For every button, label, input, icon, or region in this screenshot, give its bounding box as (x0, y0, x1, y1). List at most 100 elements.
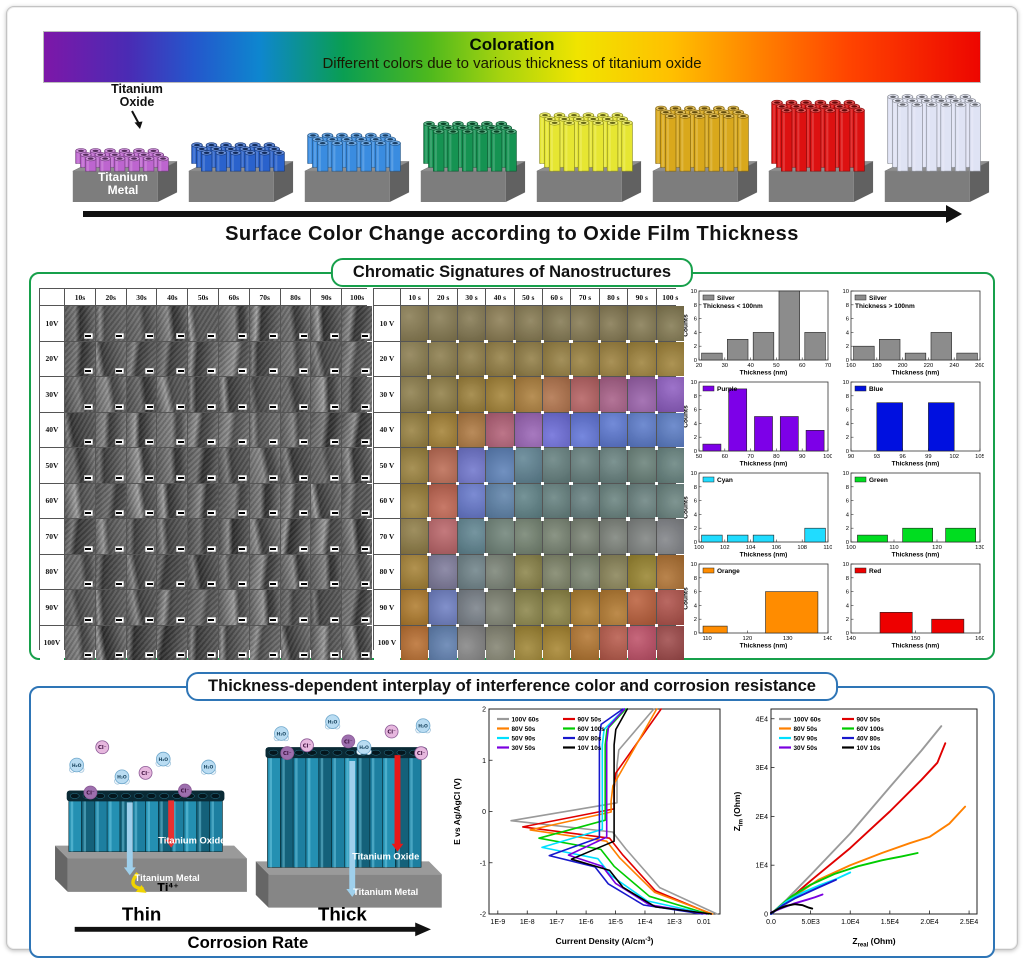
chloride-ion-icon: Cl⁻ (280, 746, 295, 761)
corrosion-illustration: Ti⁴⁺ Titanium Oxide Titanium Metal H₂O H₂O H₂… (55, 714, 442, 950)
grid-marker-dot (569, 588, 573, 592)
svg-text:80V 50s: 80V 50s (794, 726, 818, 733)
polarization-curve-10V-10s (570, 708, 712, 915)
grid-marker-dot (654, 623, 659, 627)
color-cell (484, 623, 514, 660)
sem-cell (126, 341, 157, 376)
svg-text:50V 90s: 50V 90s (794, 735, 818, 742)
svg-text:0: 0 (694, 358, 697, 364)
color-cell (484, 588, 514, 625)
sem-scalebar (114, 474, 124, 481)
sem-cell (188, 590, 218, 625)
color-cell (427, 446, 457, 483)
color-cell (512, 588, 542, 625)
sem-scalebar (268, 332, 278, 339)
sem-cell (249, 625, 280, 660)
sem-scalebar (206, 510, 216, 516)
color-cell (455, 481, 486, 518)
sem-row-header: 30V (40, 377, 64, 412)
sem-cell (311, 412, 342, 447)
svg-text:1.0E4: 1.0E4 (841, 919, 859, 926)
sem-row-header: 20V (40, 341, 64, 376)
color-col-header: 30 s (457, 289, 486, 305)
nyquist-curve-60V-100s (770, 852, 919, 915)
color-row-header: 70 V (374, 519, 400, 554)
sem-scalebar (206, 616, 216, 623)
grid-marker-dot (427, 481, 431, 485)
grid-marker-dot (455, 410, 460, 414)
color-cell (401, 554, 429, 589)
color-cell (427, 588, 457, 625)
svg-text:4: 4 (846, 603, 850, 609)
grid-marker-dot (569, 517, 573, 521)
sem-scalebar (360, 652, 370, 658)
sem-col-header: 60s (218, 289, 249, 305)
sem-cell (157, 483, 188, 518)
sem-cell (249, 412, 280, 447)
svg-text:8: 8 (846, 485, 849, 491)
sem-cell (311, 554, 342, 589)
sem-cell (342, 306, 372, 341)
svg-text:80: 80 (773, 454, 779, 460)
sem-scalebar (360, 368, 370, 374)
sem-cell (95, 306, 126, 341)
banner-title: Coloration (469, 35, 555, 54)
color-cell (626, 481, 656, 518)
svg-text:8: 8 (846, 394, 849, 400)
grid-marker-dot (654, 446, 659, 450)
sem-scalebar (176, 368, 186, 374)
sem-col-header: 70s (249, 289, 280, 305)
svg-text:Cl⁻: Cl⁻ (283, 751, 292, 757)
color-row-header: 100 V (374, 625, 400, 660)
sem-scalebar (176, 616, 186, 623)
color-col-header: 40 s (486, 289, 514, 305)
color-cell (654, 339, 684, 376)
oxide-arrow-icon (131, 110, 143, 130)
svg-text:0: 0 (694, 540, 697, 546)
thin-label: Thin (122, 903, 161, 924)
svg-text:6: 6 (694, 499, 697, 505)
sem-scalebar (268, 403, 278, 410)
svg-text:96: 96 (899, 454, 905, 460)
sem-cell (342, 448, 372, 483)
color-grid-corner (374, 289, 400, 305)
titanium-oxide-label: Titanium Oxide (111, 82, 163, 110)
svg-text:H₂O: H₂O (418, 723, 428, 729)
sem-cell (65, 448, 95, 483)
color-row-header: 50 V (374, 448, 400, 483)
color-cell (569, 410, 599, 447)
svg-text:Cl⁻: Cl⁻ (303, 743, 312, 749)
sem-col-header: 90s (311, 289, 342, 305)
sem-cell (218, 554, 249, 589)
h2o-molecule-icon: H₂O (68, 757, 85, 773)
titanium-metal-label: Titanium Metal (98, 169, 148, 197)
sem-row-header: 10V (40, 306, 64, 341)
svg-text:Counts: Counts (683, 587, 690, 610)
color-cell (569, 481, 599, 518)
color-cell (654, 588, 684, 625)
oxide-block-art-yellow (536, 112, 642, 203)
sem-cell (342, 519, 372, 554)
color-cell (484, 339, 514, 376)
sem-scalebar (176, 474, 186, 481)
color-cell (512, 410, 542, 447)
sem-scalebar (330, 368, 340, 374)
svg-text:3E4: 3E4 (756, 765, 769, 772)
svg-text:90V 50s: 90V 50s (578, 716, 602, 723)
sem-cell (188, 483, 218, 518)
svg-text:Counts: Counts (683, 496, 690, 519)
grid-marker-dot (569, 410, 573, 414)
grid-marker-dot (597, 375, 602, 379)
grid-marker-dot (654, 339, 659, 343)
svg-text:Thickness (nm): Thickness (nm) (740, 370, 788, 377)
sem-scalebar (206, 545, 216, 552)
svg-text:Silver: Silver (717, 295, 735, 302)
sem-scalebar (114, 652, 124, 658)
svg-text:4: 4 (694, 603, 698, 609)
h2o-molecule-icon: H₂O (155, 751, 171, 767)
sem-cell (126, 554, 157, 589)
color-cell (429, 306, 457, 341)
polarization-curve-60V-100s (538, 708, 709, 915)
color-cell (654, 517, 684, 554)
sem-scalebar (114, 581, 124, 587)
